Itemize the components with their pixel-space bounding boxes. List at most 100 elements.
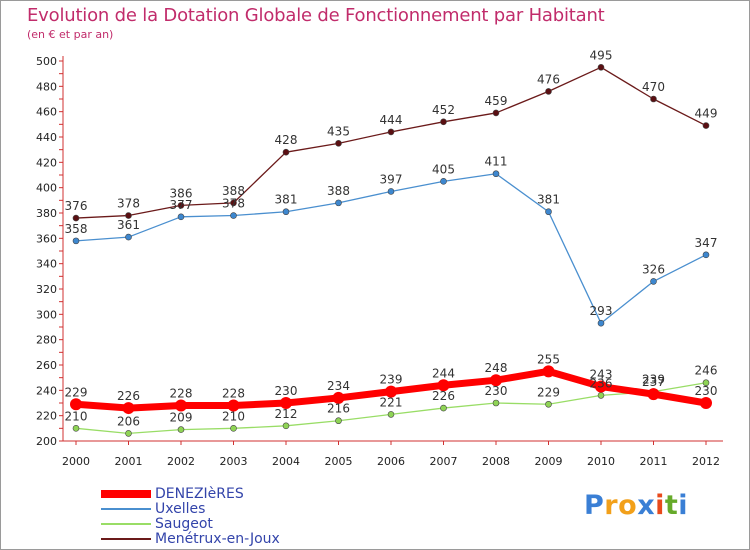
data-point [175, 399, 187, 412]
legend: DENEZIèRES Uxelles Saugeot Menétrux-en-Joux [101, 486, 401, 547]
data-label: 237 [642, 375, 665, 389]
legend-label: Menétrux-en-Joux [155, 531, 280, 547]
data-label: 230 [275, 384, 298, 398]
legend-swatch [101, 490, 151, 498]
chart-title: Evolution de la Dotation Globale de Fonc… [27, 5, 605, 26]
y-tick-label: 260 [36, 359, 57, 372]
legend-swatch [101, 508, 151, 510]
data-label: 209 [170, 411, 193, 425]
data-point [125, 233, 132, 241]
data-label: 388 [327, 184, 350, 198]
chart-subtitle: (en € et par an) [27, 28, 114, 41]
data-labels-layer: 376 378 386 388 428 435 444 452 459 476 495 470 449 3… [65, 48, 718, 428]
data-point [230, 199, 237, 207]
data-label: 449 [695, 107, 718, 121]
x-tick-label: 2004 [272, 455, 300, 468]
x-tick-label: 2002 [167, 455, 195, 468]
data-point [700, 397, 712, 409]
data-label: 376 [65, 199, 88, 213]
data-label: 229 [65, 385, 88, 399]
series-saugeot [72, 379, 710, 437]
data-point [437, 379, 450, 392]
y-tick-label: 300 [36, 308, 57, 321]
series-layer [70, 64, 712, 437]
y-tick-label: 320 [36, 283, 57, 296]
legend-label: DENEZIèRES [155, 486, 244, 502]
x-tick-label: 2003 [220, 455, 248, 468]
data-point [702, 122, 710, 129]
y-tick-label: 200 [36, 435, 57, 448]
data-label: 470 [642, 80, 665, 94]
data-label: 239 [642, 373, 665, 387]
logo-letter: o [618, 490, 638, 521]
data-point [335, 140, 342, 147]
data-point [282, 148, 290, 156]
data-point [230, 212, 237, 219]
y-tick-label: 240 [36, 384, 57, 397]
y-tick-label: 420 [36, 156, 57, 169]
data-point [545, 208, 552, 216]
data-label: 212 [275, 407, 298, 421]
series-denezieres [70, 365, 712, 415]
data-point [335, 199, 342, 207]
data-point [282, 422, 290, 430]
logo-letter: i [655, 490, 665, 521]
y-tick-label: 380 [36, 207, 57, 220]
data-point [387, 411, 395, 418]
data-point [227, 399, 240, 412]
data-point [282, 208, 290, 216]
data-label: 230 [485, 384, 508, 398]
y-tick-label: 220 [36, 410, 57, 423]
data-point [72, 425, 80, 432]
x-tick-label: 2009 [535, 455, 563, 468]
data-label: 228 [170, 387, 193, 401]
data-label: 221 [380, 395, 403, 409]
data-label: 226 [117, 389, 140, 403]
data-point [647, 388, 660, 401]
y-tick-label: 440 [36, 131, 57, 144]
data-label: 459 [485, 94, 508, 108]
x-tick-label: 2008 [482, 455, 510, 468]
data-label: 347 [695, 236, 718, 250]
data-point [177, 213, 185, 221]
data-label: 405 [432, 162, 455, 176]
data-point [492, 399, 500, 407]
data-point [125, 430, 132, 437]
proxiti-logo: Proxiti [584, 490, 688, 521]
data-label: 230 [695, 384, 718, 398]
data-point [702, 379, 710, 387]
logo-letter: P [584, 490, 605, 521]
data-label: 293 [590, 304, 613, 318]
data-label: 248 [485, 361, 508, 375]
data-point [597, 319, 605, 327]
logo-letter: r [604, 490, 619, 521]
x-tick-labels: 2000 2001 2002 2003 2004 2005 2006 2007 2008 2009… [62, 455, 720, 468]
data-point [72, 237, 80, 245]
data-label: 239 [380, 373, 403, 387]
logo-letter: t [664, 490, 679, 521]
data-point [542, 365, 555, 378]
data-point [387, 188, 395, 195]
data-point [385, 385, 397, 398]
data-point [702, 251, 710, 259]
data-point [597, 392, 605, 399]
data-point [440, 118, 447, 126]
data-point [545, 400, 552, 408]
data-label: 206 [117, 414, 140, 428]
y-tick-label: 280 [36, 334, 57, 347]
legend-label: Uxelles [155, 501, 206, 517]
data-label: 378 [222, 197, 245, 211]
data-label: 361 [117, 218, 140, 232]
y-tick-labels: 200 220 240 260 280 300 320 340 360 380 400 420 440 4… [36, 55, 57, 448]
x-tick-label: 2011 [640, 455, 668, 468]
legend-item-menetrux-en-joux: Menétrux-en-Joux [101, 531, 401, 547]
data-point [177, 202, 185, 209]
x-tick-label: 2006 [377, 455, 405, 468]
data-label: 243 [590, 368, 613, 382]
data-point [492, 170, 500, 178]
logo-letter: i [678, 490, 689, 521]
data-label: 358 [65, 222, 88, 236]
data-label: 216 [327, 402, 350, 416]
data-point [230, 425, 237, 432]
